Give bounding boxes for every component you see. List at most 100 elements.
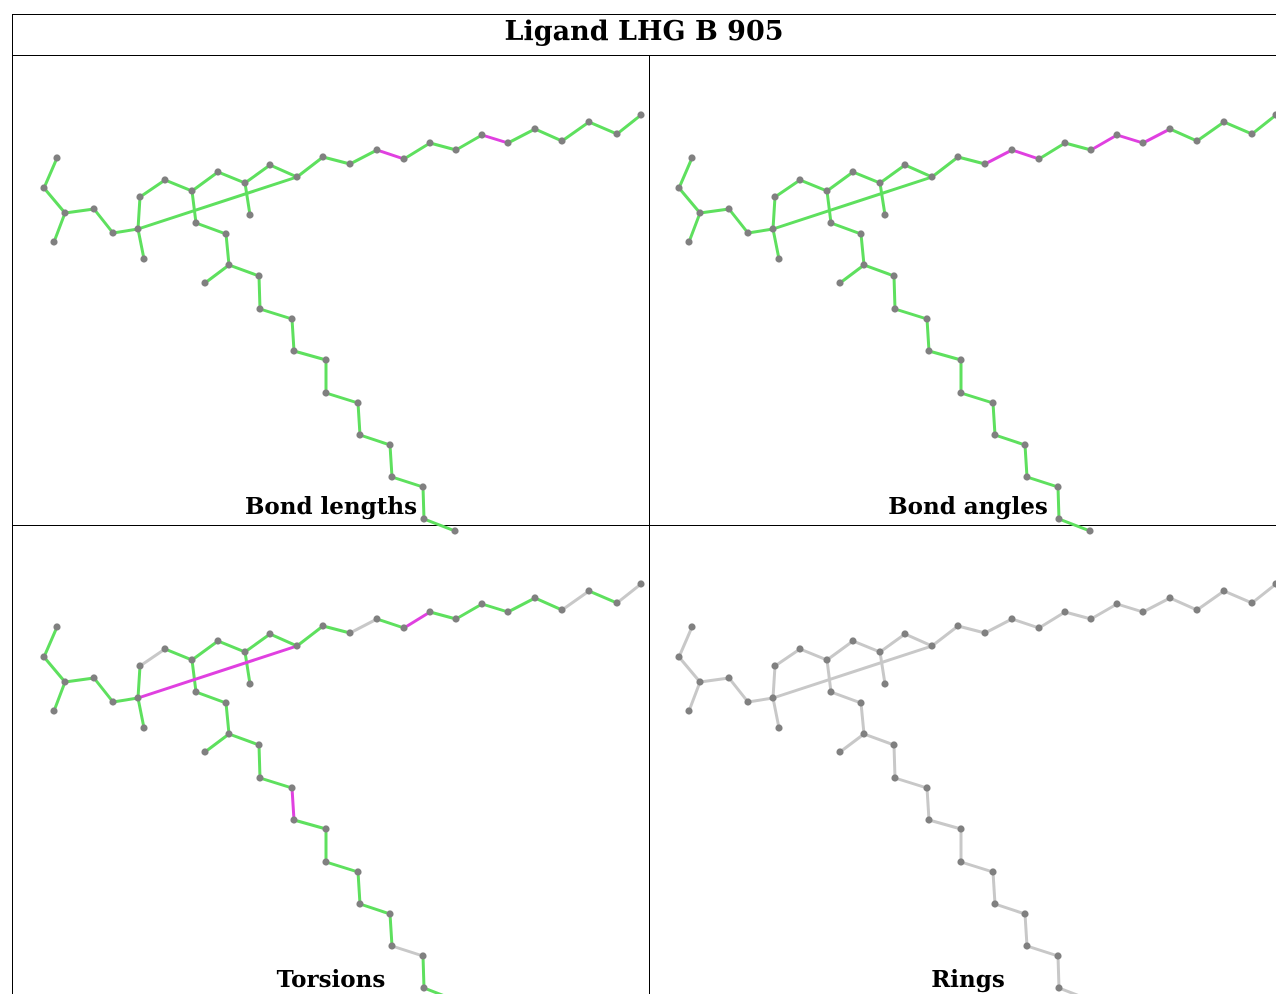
atom xyxy=(796,176,804,184)
bond xyxy=(42,186,67,215)
bond xyxy=(388,443,394,479)
panel-caption: Bond angles xyxy=(888,493,1048,520)
bond xyxy=(258,307,294,321)
bond xyxy=(1025,944,1060,958)
atom xyxy=(50,707,58,715)
atom xyxy=(225,261,233,269)
atom xyxy=(266,630,274,638)
atom xyxy=(531,594,539,602)
atom xyxy=(1087,146,1095,154)
figure-title: Ligand LHG B 905 xyxy=(504,16,784,47)
bond xyxy=(42,655,67,684)
atom xyxy=(771,193,779,201)
atom xyxy=(426,139,434,147)
atom xyxy=(246,680,254,688)
atom xyxy=(1021,441,1029,449)
bond xyxy=(428,141,458,152)
atom xyxy=(256,305,264,313)
atom xyxy=(290,816,298,824)
bond xyxy=(1023,912,1029,948)
bond xyxy=(138,178,167,199)
atom xyxy=(322,356,330,364)
bond xyxy=(927,818,963,831)
atom xyxy=(400,624,408,632)
bond xyxy=(428,610,458,621)
atom xyxy=(613,130,621,138)
panel-torsions: Torsions xyxy=(13,526,649,994)
bond xyxy=(773,178,802,199)
bond xyxy=(878,181,887,217)
bond xyxy=(227,263,261,278)
bond xyxy=(356,401,362,437)
bond xyxy=(1023,443,1029,479)
bond xyxy=(321,155,352,166)
bond xyxy=(1025,475,1060,489)
bond xyxy=(163,647,194,662)
bond xyxy=(893,307,929,321)
bond xyxy=(1057,986,1079,994)
atom xyxy=(1166,594,1174,602)
bond xyxy=(859,701,866,736)
atom xyxy=(322,389,330,397)
bond xyxy=(930,624,960,648)
atom xyxy=(354,399,362,407)
bond xyxy=(959,391,995,405)
atom xyxy=(40,184,48,192)
atom xyxy=(241,179,249,187)
atom xyxy=(989,399,997,407)
bond xyxy=(878,632,907,654)
atom xyxy=(1139,608,1147,616)
atom xyxy=(188,187,196,195)
bond xyxy=(771,644,934,700)
atom xyxy=(744,698,752,706)
atom xyxy=(222,699,230,707)
bond xyxy=(52,680,67,713)
bond xyxy=(677,186,702,215)
atom xyxy=(109,698,117,706)
atom xyxy=(1113,600,1121,608)
atom xyxy=(558,606,566,614)
bond xyxy=(1115,602,1145,614)
atom xyxy=(1086,527,1094,535)
atom xyxy=(322,858,330,866)
bond xyxy=(1010,617,1041,630)
molecule-diagram-bond-angles xyxy=(675,111,1276,535)
atom xyxy=(1008,615,1016,623)
atom xyxy=(188,656,196,664)
atom xyxy=(769,694,777,702)
bond xyxy=(258,776,294,790)
bond xyxy=(292,818,328,831)
atom xyxy=(426,608,434,616)
atom xyxy=(225,730,233,738)
bond xyxy=(825,639,855,662)
atom xyxy=(954,622,962,630)
bond xyxy=(194,221,228,236)
bond xyxy=(878,650,887,686)
atom xyxy=(161,176,169,184)
atom xyxy=(857,699,865,707)
bond xyxy=(224,232,231,267)
atom xyxy=(388,473,396,481)
atom xyxy=(981,160,989,168)
atom xyxy=(613,599,621,607)
bond xyxy=(324,860,360,874)
bond xyxy=(925,317,931,353)
atom xyxy=(585,587,593,595)
atom xyxy=(881,211,889,219)
bond xyxy=(838,732,866,754)
atom xyxy=(836,279,844,287)
atom xyxy=(419,952,427,960)
bond xyxy=(268,632,299,648)
atom xyxy=(134,694,142,702)
bond xyxy=(480,602,510,614)
bond xyxy=(1250,582,1276,605)
atom xyxy=(1087,615,1095,623)
atom xyxy=(688,154,696,162)
atom xyxy=(823,187,831,195)
bond xyxy=(1250,113,1276,136)
atom xyxy=(775,724,783,732)
atom xyxy=(1055,984,1063,992)
bond xyxy=(203,263,231,285)
bond xyxy=(506,596,537,614)
atom xyxy=(1139,139,1147,147)
